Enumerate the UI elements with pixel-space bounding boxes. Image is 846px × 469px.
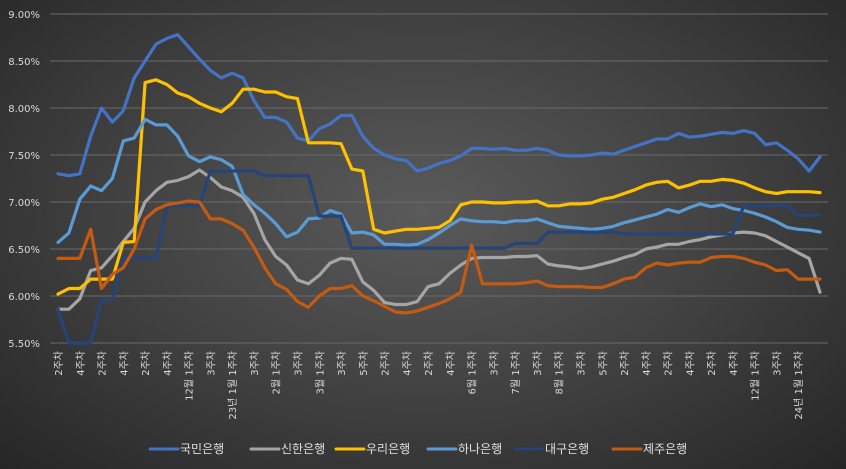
x-axis-tick-labels: 2주차 4주차 2주차 4주차 2주차 4주차 12월 1주차 3주차 23년 1월 1주차 3주… — [53, 351, 805, 420]
x-tick-label: 4주차 — [445, 351, 457, 376]
series-line-5 — [56, 199, 822, 315]
x-tick-label: 3주차 — [205, 351, 217, 376]
gridlines — [50, 13, 828, 344]
legend-label: 대구은행 — [545, 441, 589, 456]
x-tick-label: 23년 1월 1주차 — [227, 351, 239, 420]
y-tick-label: 7.00% — [8, 198, 40, 209]
y-axis-tick-labels: 5.50% 6.00% 6.50% 7.00% 7.50% 8.00% 8.50% 9.00% — [8, 10, 40, 350]
x-tick-label: 2주차 — [97, 351, 109, 376]
x-tick-label: 2주차 — [140, 351, 152, 376]
legend-label: 제주은행 — [643, 441, 687, 456]
x-tick-label: 3주차 — [488, 351, 500, 376]
x-tick-label: 6월 1주차 — [467, 351, 479, 395]
series-line-4 — [56, 169, 822, 345]
x-tick-label: 3주차 — [532, 351, 544, 376]
y-tick-label: 7.50% — [8, 151, 40, 162]
x-tick-label: 8월 1주차 — [554, 351, 566, 395]
y-tick-label: 5.50% — [8, 339, 40, 350]
y-tick-label: 6.00% — [8, 292, 40, 303]
x-tick-label: 4주차 — [401, 351, 413, 376]
x-tick-label: 4주차 — [728, 351, 740, 376]
x-tick-label: 12월 1주차 — [750, 351, 762, 401]
legend-label: 하나은행 — [458, 441, 502, 456]
x-tick-label: 4주차 — [118, 351, 130, 376]
x-tick-label: 2주차 — [380, 351, 392, 376]
x-tick-label: 2주차 — [663, 351, 675, 376]
legend: 국민은행 신한은행 우리은행 하나은행 대구은행 제주은행 — [148, 441, 687, 456]
x-tick-label: 4주차 — [75, 351, 87, 376]
x-tick-label: 5주차 — [358, 351, 370, 376]
y-tick-label: 8.00% — [8, 104, 40, 115]
legend-label: 국민은행 — [180, 441, 224, 456]
x-tick-label: 3주차 — [292, 351, 304, 376]
x-tick-label: 2주차 — [706, 351, 718, 376]
x-tick-label: 5주차 — [597, 351, 609, 376]
x-tick-label: 12월 1주차 — [184, 351, 196, 401]
x-tick-label: 2주차 — [423, 351, 435, 376]
x-tick-label: 3주차 — [576, 351, 588, 376]
x-tick-label: 3월 1주차 — [314, 351, 326, 395]
x-tick-label: 4주차 — [684, 351, 696, 376]
series-line-3 — [56, 117, 822, 247]
series-line-0 — [56, 33, 822, 178]
series-line-1 — [56, 168, 822, 311]
x-tick-label: 3주차 — [771, 351, 783, 376]
x-tick-label: 2주차 — [619, 351, 631, 376]
x-tick-label: 7월 1주차 — [510, 351, 522, 395]
y-tick-label: 9.00% — [8, 10, 40, 21]
x-tick-label: 3주차 — [249, 351, 261, 376]
series-line-2 — [56, 78, 822, 296]
y-tick-label: 8.50% — [8, 57, 40, 68]
series-lines — [56, 33, 822, 345]
x-tick-label: 4주차 — [641, 351, 653, 376]
x-tick-label: 4주차 — [162, 351, 174, 376]
legend-label: 신한은행 — [281, 441, 325, 456]
x-tick-label: 3주차 — [336, 351, 348, 376]
x-tick-label: 2주차 — [53, 351, 65, 376]
legend-label: 우리은행 — [366, 441, 410, 456]
x-tick-label: 24년 1월 1주차 — [793, 351, 805, 420]
x-tick-label: 2월 1주차 — [271, 351, 283, 395]
y-tick-label: 6.50% — [8, 245, 40, 256]
